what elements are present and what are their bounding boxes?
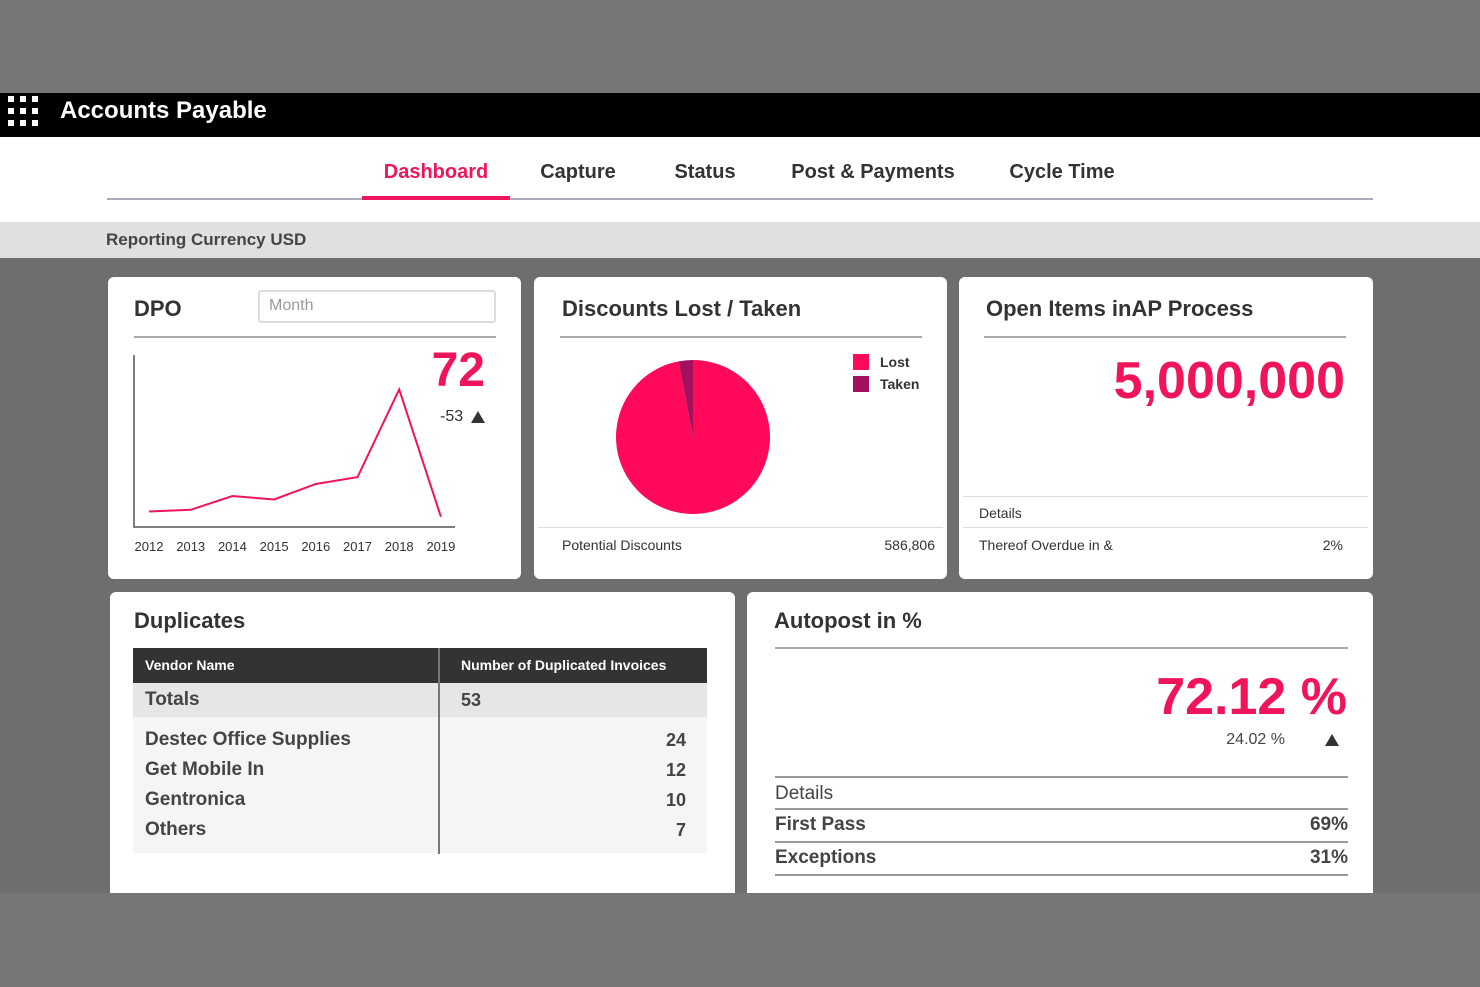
nav-tab[interactable]: Post & Payments [791, 161, 955, 183]
divider [984, 336, 1346, 338]
currency-label: Reporting Currency USD [106, 230, 307, 249]
column-header: Number of Duplicated Invoices [461, 657, 667, 673]
kpi-value: 72.12 % [1156, 668, 1347, 726]
legend-label: Taken [880, 376, 919, 392]
column-header: Vendor Name [145, 657, 235, 673]
card-title: Autopost in % [774, 608, 922, 633]
row-value: 31% [1309, 847, 1348, 868]
row-label: First Pass [775, 814, 866, 835]
totals-label: Totals [145, 689, 200, 710]
vendor-name: Get Mobile In [145, 759, 265, 780]
row-value: 2% [1322, 537, 1343, 553]
divider [560, 336, 922, 338]
details-label: Details [979, 505, 1022, 521]
kpi-value: 5,000,000 [1113, 352, 1345, 410]
divider [775, 874, 1348, 876]
footer-label: Potential Discounts [562, 537, 682, 553]
vendor-name: Destec Office Supplies [145, 729, 351, 750]
divider [538, 527, 943, 528]
legend-swatch [853, 376, 869, 392]
discounts-card: Discounts Lost / Taken Potential Discoun… [534, 277, 947, 579]
up-arrow [471, 411, 485, 423]
x-tick-label: 2017 [343, 539, 372, 554]
dpo-card: DPO Month 72 -53 [108, 277, 521, 579]
month-filter[interactable]: Month [258, 290, 496, 323]
invoice-count: 10 [665, 790, 686, 810]
kpi-value: 72 [431, 344, 485, 397]
x-tick-label: 2019 [426, 539, 455, 554]
bottom-band [0, 893, 1480, 987]
legend-swatch [853, 354, 869, 370]
row-label: Thereof Overdue in & [979, 537, 1113, 553]
totals-value: 53 [461, 690, 482, 710]
x-tick-label: 2014 [218, 539, 247, 554]
nav-tab[interactable]: Dashboard [383, 161, 489, 183]
divider [134, 336, 496, 338]
dpo-chart: 2012 2013 2014 2015 2016 2017 2018 2019 [133, 355, 455, 554]
x-tick-label: 2015 [260, 539, 289, 554]
row-value: 69% [1309, 814, 1348, 835]
x-tick-label: 2018 [385, 539, 414, 554]
app-bar [0, 93, 1480, 137]
table-body [133, 717, 707, 853]
row-label: Exceptions [775, 847, 877, 868]
axis [133, 355, 455, 528]
currency-bar [0, 222, 1480, 258]
x-tick-label: 2016 [301, 539, 330, 554]
vendor-name: Others [145, 819, 207, 840]
up-arrow [1325, 734, 1339, 746]
x-tick-label: 2012 [135, 539, 164, 554]
totals-row [133, 683, 707, 717]
line [148, 386, 442, 517]
divider [775, 776, 1348, 778]
divider [963, 527, 1368, 528]
divider [775, 808, 1348, 810]
nav-line [107, 198, 1373, 200]
card-title: Open Items inAP Process [986, 296, 1254, 321]
nav-tab[interactable]: Cycle Time [1009, 161, 1115, 183]
vendor-name: Gentronica [145, 789, 246, 810]
footer-value: 586,806 [884, 537, 935, 553]
divider [775, 647, 1348, 649]
invoice-count: 7 [675, 820, 686, 840]
active-underline [362, 196, 510, 200]
nav-tab[interactable]: Status [674, 161, 736, 183]
divider [775, 841, 1348, 843]
kpi-change: 24.02 % [1226, 731, 1285, 748]
duplicates-card: Duplicates Vendor Name Number of Duplica… [110, 592, 735, 912]
details-label: Details [775, 783, 834, 804]
autopost-card: Autopost in % 72.12 % 24.02 % Details Fi… [747, 592, 1373, 912]
table-header [133, 648, 707, 683]
discounts-chart: Lost Taken [616, 354, 919, 514]
kpi-change: -53 [440, 408, 464, 425]
divider [963, 496, 1368, 497]
pie-slice [678, 360, 693, 437]
card-title: Duplicates [134, 608, 246, 633]
column-divider [438, 648, 440, 854]
x-tick-label: 2013 [176, 539, 205, 554]
app-title: Accounts Payable [60, 97, 267, 124]
invoice-count: 24 [665, 730, 686, 750]
nav-tab[interactable]: Capture [540, 161, 616, 183]
legend-label: Lost [880, 354, 910, 370]
open-items-card: Open Items inAP Process 5,000,000 Detail… [959, 277, 1373, 579]
menu-icon[interactable] [8, 96, 40, 128]
card-title: DPO [134, 296, 182, 321]
nav-bar [0, 137, 1480, 222]
invoice-count: 12 [665, 760, 686, 780]
card-title: Discounts Lost / Taken [562, 296, 802, 321]
